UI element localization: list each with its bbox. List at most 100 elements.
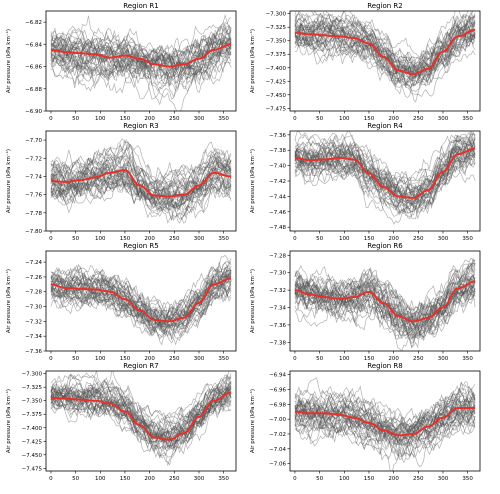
ensemble-line (294, 403, 476, 453)
ensemble-line (50, 279, 232, 333)
ensemble-line (50, 58, 232, 111)
ensemble-line (50, 38, 232, 84)
ensemble-line (50, 17, 232, 77)
ensemble-line (50, 391, 232, 457)
ensemble-line (294, 264, 476, 331)
x-tick-label: 300 (438, 356, 449, 362)
ensemble-line (294, 405, 476, 445)
mean-line (294, 147, 476, 199)
x-tick-label: 250 (169, 116, 180, 122)
ensemble-line (294, 13, 476, 63)
ensemble-line (294, 395, 476, 445)
y-tick-label: −7.300 (266, 12, 287, 18)
ensemble-line (294, 135, 476, 196)
ensemble-line (50, 36, 232, 82)
ensemble-line (294, 143, 476, 204)
y-axis-label: Air pressure (kPa km⁻¹) (5, 29, 12, 93)
y-tick-label: −7.350 (266, 39, 287, 45)
ensemble-line (50, 286, 232, 346)
ensemble-line (294, 20, 476, 95)
ensemble-line (50, 37, 232, 81)
ensemble-line (294, 396, 476, 446)
x-tick-label: 100 (339, 356, 350, 362)
x-tick-label: 250 (169, 236, 180, 242)
ensemble-line (50, 15, 232, 58)
ensemble-line (50, 274, 232, 340)
ensemble-line (50, 279, 232, 335)
plot-area (50, 138, 232, 224)
ensemble-line (294, 13, 476, 78)
x-tick-label: 0 (49, 356, 53, 362)
ensemble-line (50, 373, 232, 437)
ensemble-line (50, 375, 232, 443)
x-tick-label: 250 (413, 356, 424, 362)
ensemble-line (294, 404, 476, 454)
ensemble-line (294, 40, 476, 103)
ensemble-line (294, 274, 476, 323)
ensemble-line (50, 387, 232, 466)
ensemble-line (294, 25, 476, 90)
ensemble-line (50, 268, 232, 337)
ensemble-line (50, 177, 232, 224)
ensemble-line (294, 13, 476, 80)
ensemble-line (294, 403, 476, 446)
x-tick-label: 100 (339, 476, 350, 482)
ensemble-line (294, 136, 476, 198)
ensemble-line (294, 271, 476, 322)
ensemble-line (294, 135, 476, 197)
ensemble-line (50, 29, 232, 71)
ensemble-line (50, 39, 232, 71)
y-axis-label: Air pressure (kPa km⁻¹) (5, 389, 12, 453)
y-tick-label: −7.425 (22, 439, 43, 445)
ensemble-line (294, 284, 476, 336)
ensemble-line (294, 31, 476, 96)
x-tick-label: 150 (120, 116, 131, 122)
ensemble-line (50, 272, 232, 337)
y-tick-label: −7.375 (266, 52, 287, 58)
ensemble-line (294, 386, 476, 433)
ensemble-line (294, 11, 476, 76)
ensemble-line (50, 385, 232, 450)
ensemble-line (294, 262, 476, 326)
ensemble-line (294, 403, 476, 443)
ensemble-line (294, 131, 476, 186)
ensemble-line (294, 134, 476, 196)
y-tick-label: −7.32 (25, 319, 42, 325)
y-tick-label: −7.42 (269, 179, 286, 185)
ensemble-line (50, 39, 232, 86)
ensemble-line (50, 386, 232, 453)
x-tick-label: 250 (413, 236, 424, 242)
ensemble-line (294, 382, 476, 433)
x-tick-label: 100 (95, 116, 106, 122)
x-tick-label: 50 (72, 236, 79, 242)
ensemble-line (50, 386, 232, 445)
y-tick-label: −7.74 (25, 174, 42, 180)
ensemble-line (50, 50, 232, 92)
ensemble-line (50, 37, 232, 70)
x-tick-label: 50 (316, 476, 323, 482)
panel-title: Region R1 (123, 2, 159, 10)
ensemble-line (294, 146, 476, 208)
x-tick-label: 0 (293, 236, 297, 242)
panel-title: Region R2 (367, 2, 403, 10)
plot-area (294, 257, 476, 351)
ensemble-line (50, 162, 232, 213)
plot-area (50, 13, 232, 111)
ensemble-line (50, 371, 232, 423)
ensemble-line (294, 11, 468, 58)
x-tick-label: 250 (169, 476, 180, 482)
ensemble-line (50, 155, 232, 204)
ensemble-line (294, 413, 476, 468)
y-tick-label: −7.32 (269, 288, 286, 294)
ensemble-line (294, 389, 476, 457)
ensemble-line (50, 154, 232, 201)
mean-line (50, 43, 232, 68)
x-tick-label: 50 (72, 476, 79, 482)
panel-region-2: Region R2 0 50 100 150 200 250 300 350 −7.475 −7.4… (249, 2, 481, 122)
ensemble-line (294, 418, 476, 456)
x-tick-label: 300 (438, 116, 449, 122)
ensemble-line (294, 288, 476, 340)
ensemble-line (294, 285, 476, 343)
x-tick-label: 0 (49, 236, 53, 242)
ensemble-line (50, 46, 232, 88)
